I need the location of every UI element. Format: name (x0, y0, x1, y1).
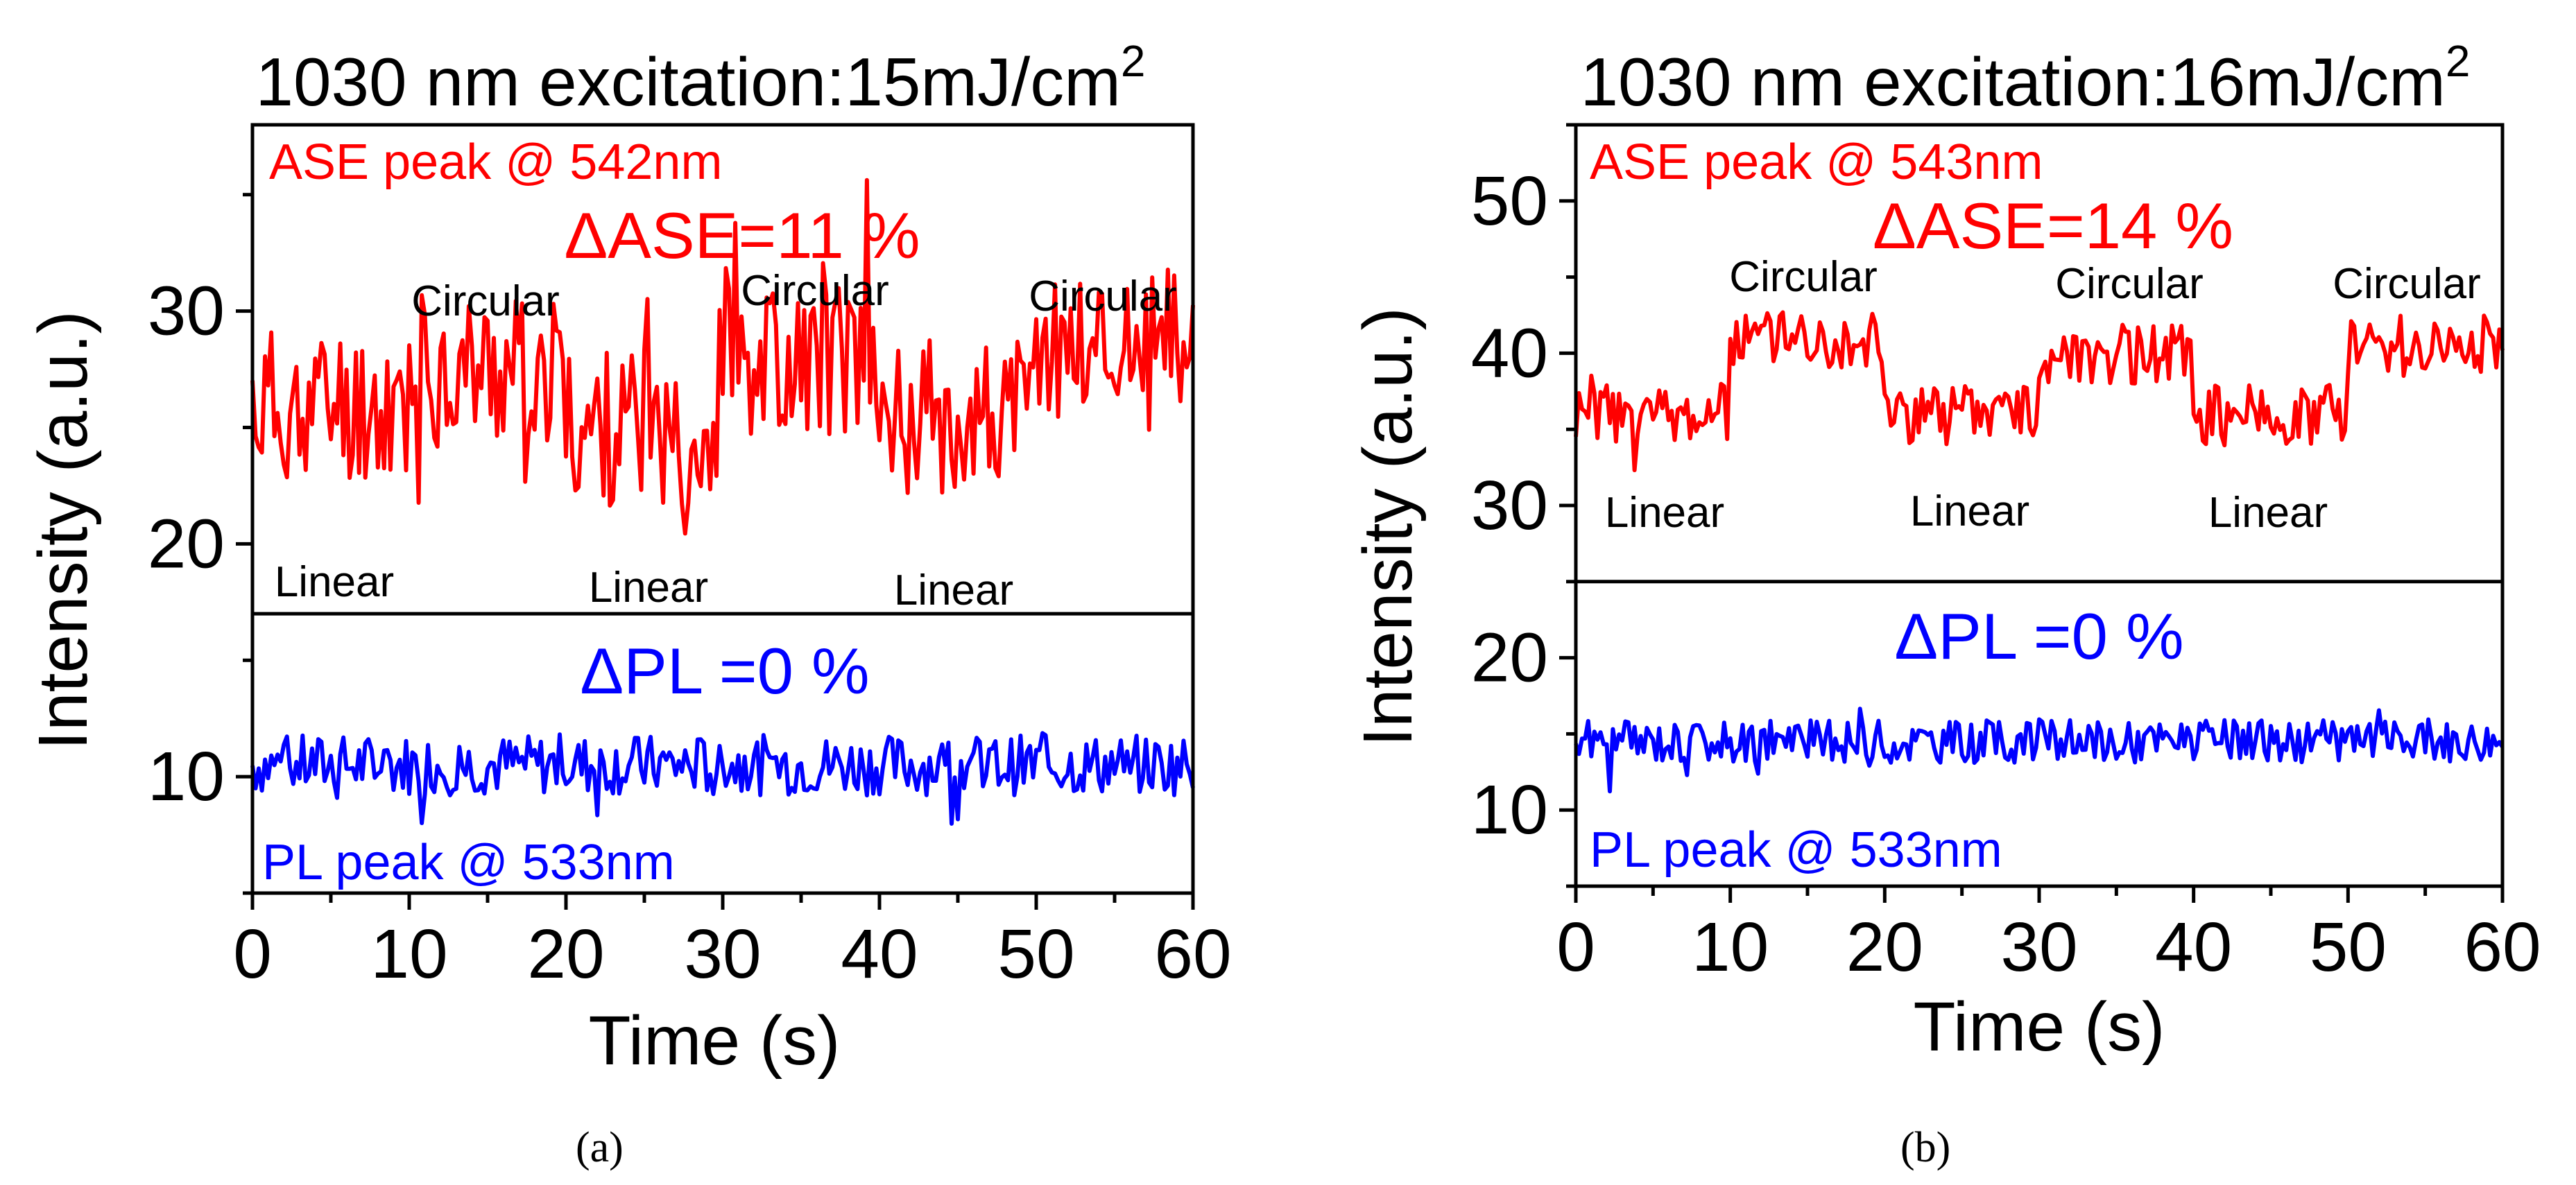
panel-b-title-sup: 2 (2446, 36, 2471, 86)
panel-a-x-tick-label: 60 (1154, 915, 1231, 993)
panel-b-y-tick-label: 50 (1471, 162, 1548, 240)
panel-a-linear-1: Linear (275, 558, 394, 606)
panel-b-series-layer (1574, 310, 2505, 794)
panel-a-title: 1030 nm excitation:15mJ/cm2 (256, 36, 1146, 120)
panel-b-circular-1: Circular (1729, 253, 1878, 301)
panel-b-x-tick-label: 30 (2000, 908, 2077, 986)
panel-b-series-line-0 (1574, 310, 2505, 472)
panel-b-plot-frame (1574, 123, 2505, 888)
panel-b-xlabel: Time (s) (1914, 988, 2165, 1066)
panel-a-linear-2: Linear (589, 564, 708, 612)
panel-a-xlabel: Time (s) (589, 1002, 841, 1080)
panel-b-x-tick-label: 20 (1846, 908, 1923, 986)
panel-a-circular-2: Circular (741, 267, 889, 315)
panel-a-x-tick-label: 50 (997, 915, 1074, 993)
panel-a-y-tick-label: 20 (148, 505, 225, 582)
panel-b: 1030 nm excitation:16mJ/cm2 Intensity (a… (1349, 36, 2541, 1066)
panel-a-circular-1: Circular (411, 277, 560, 325)
panel-b-pl-peak-label: PL peak @ 533nm (1590, 822, 2002, 878)
panel-b-caption: (b) (1900, 1124, 1951, 1171)
panel-b-linear-2: Linear (1910, 487, 2029, 535)
panel-a-series-line-1 (250, 731, 1195, 826)
panel-a-plot-frame (250, 123, 1195, 895)
panel-a-title-sup: 2 (1121, 36, 1146, 86)
panel-b-y-tick-label: 40 (1471, 314, 1548, 392)
panel-a-x-tick-label: 0 (233, 915, 272, 993)
panel-a-linear-3: Linear (894, 566, 1013, 614)
panel-a-series-line-0 (250, 178, 1195, 536)
panel-b-circular-2: Circular (2055, 260, 2204, 308)
panel-b-linear-3: Linear (2208, 489, 2328, 537)
panel-b-y-tick-label: 20 (1471, 619, 1548, 697)
panel-a-caption: (a) (576, 1124, 624, 1171)
panel-b-x-tick-label: 50 (2310, 908, 2387, 986)
panel-b-delta-pl: ΔPL =0 % (1894, 600, 2183, 673)
panel-a-series-layer (250, 178, 1195, 826)
panel-a-x-tick-label: 20 (527, 915, 604, 993)
panel-b-series-line-1 (1574, 707, 2505, 794)
panel-a-circular-3: Circular (1029, 273, 1177, 320)
panel-b-ylabel: Intensity (a.u.) (1349, 307, 1427, 747)
panel-b-x-tick-label: 10 (1692, 908, 1769, 986)
panel-a-title-text: 1030 nm excitation:15mJ/cm (256, 44, 1121, 120)
panel-b-x-tick-label: 60 (2464, 908, 2541, 986)
panel-a-y-tick-label: 10 (148, 738, 225, 815)
panel-b-delta-ase: ΔASE=14 % (1873, 189, 2233, 262)
panel-a-x-tick-label: 40 (841, 915, 918, 993)
panel-b-circular-3: Circular (2333, 260, 2481, 308)
panel-a-delta-ase: ΔASE=11 % (564, 199, 920, 272)
panel-b-linear-1: Linear (1605, 489, 1724, 537)
panel-a-ticks-layer: 0 10 20 30 40 50 60 10 20 30 (148, 193, 1232, 993)
panel-a-delta-pl: ΔPL =0 % (580, 634, 869, 707)
panel-b-title: 1030 nm excitation:16mJ/cm2 (1581, 36, 2471, 120)
panel-b-ase-peak-label: ASE peak @ 543nm (1590, 135, 2043, 190)
panel-a-x-tick-label: 30 (684, 915, 761, 993)
panel-a-x-tick-label: 10 (370, 915, 447, 993)
panel-a-ylabel: Intensity (a.u.) (24, 311, 102, 750)
panel-b-x-tick-label: 0 (1556, 908, 1595, 986)
panel-a-ase-peak-label: ASE peak @ 542nm (269, 135, 722, 190)
panel-a-pl-peak-label: PL peak @ 533nm (262, 835, 675, 890)
panel-a-y-tick-label: 30 (148, 273, 225, 350)
panel-b-y-tick-label: 30 (1471, 467, 1548, 544)
panel-b-title-text: 1030 nm excitation:16mJ/cm (1581, 44, 2446, 120)
panel-b-x-tick-label: 40 (2155, 908, 2232, 986)
panel-a: 1030 nm excitation:15mJ/cm2 Intensity (a… (24, 36, 1232, 1080)
panel-b-y-tick-label: 10 (1471, 771, 1548, 849)
